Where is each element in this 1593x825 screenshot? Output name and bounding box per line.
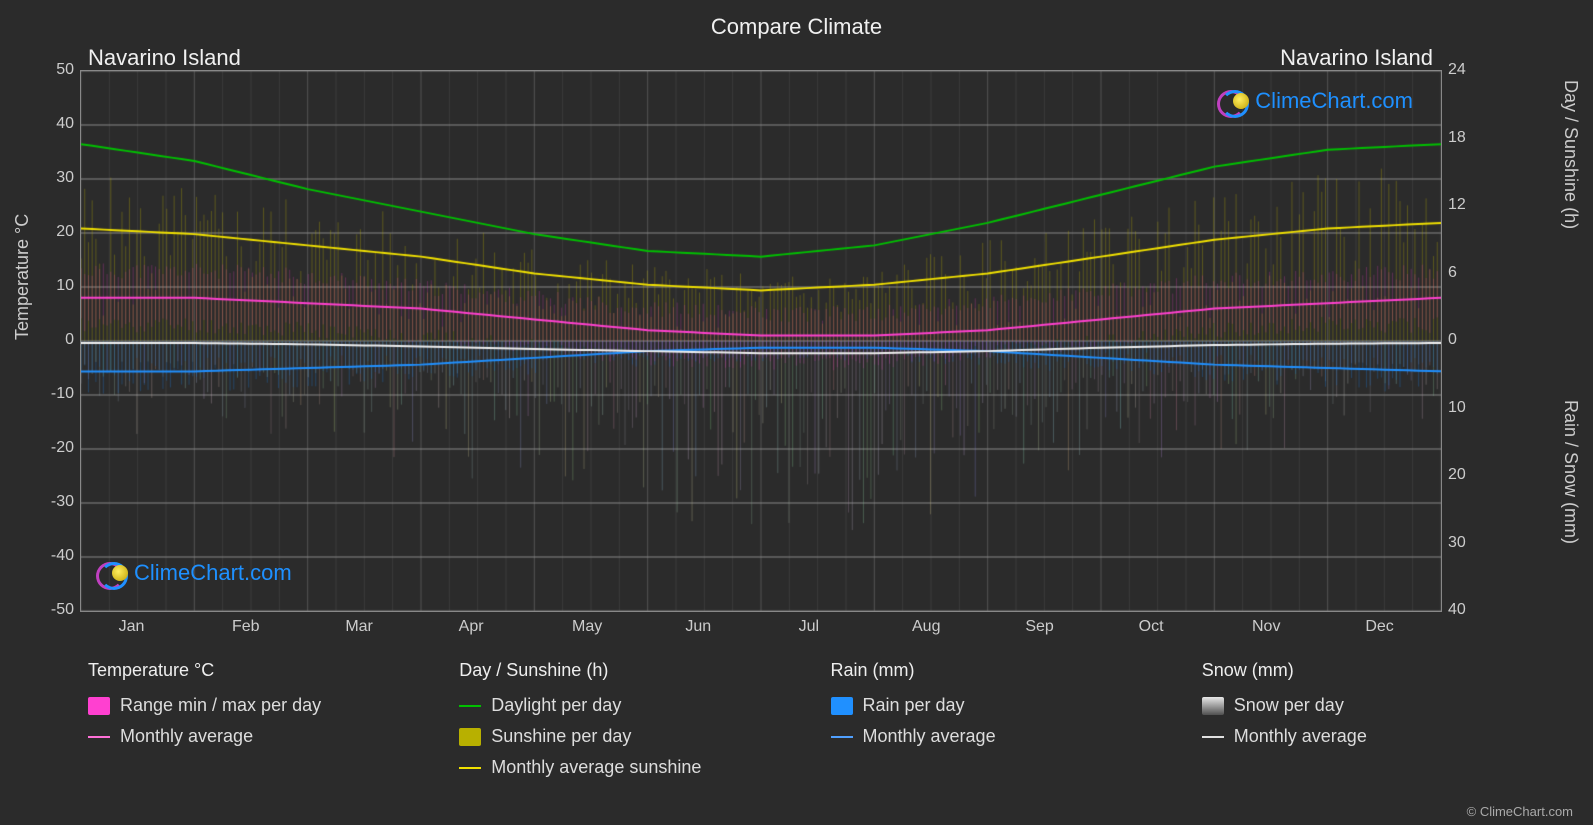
legend-item: Daylight per day — [459, 695, 790, 716]
chart-title: Compare Climate — [0, 14, 1593, 40]
legend-column: Temperature °C Range min / max per day Mon… — [88, 660, 419, 778]
legend-title: Temperature °C — [88, 660, 419, 681]
y-tick-right-top: 6 — [1448, 264, 1457, 282]
plot-area — [80, 70, 1442, 612]
legend-swatch — [831, 736, 853, 738]
legend-swatch — [459, 767, 481, 769]
y-tick-left: 20 — [34, 223, 74, 241]
legend-swatch — [88, 697, 110, 715]
location-right-label: Navarino Island — [1280, 45, 1433, 71]
legend-title: Rain (mm) — [831, 660, 1162, 681]
y-tick-right-bottom: 10 — [1448, 399, 1466, 417]
legend-label: Snow per day — [1234, 695, 1344, 716]
legend-item: Range min / max per day — [88, 695, 419, 716]
y-tick-left: -40 — [34, 547, 74, 565]
legend-item: Rain per day — [831, 695, 1162, 716]
legend-label: Monthly average sunshine — [491, 757, 701, 778]
legend-label: Monthly average — [1234, 726, 1367, 747]
legend: Temperature °C Range min / max per day Mon… — [88, 660, 1533, 778]
y-axis-right-bottom-label: Rain / Snow (mm) — [1560, 400, 1581, 544]
legend-item: Monthly average — [831, 726, 1162, 747]
legend-item: Sunshine per day — [459, 726, 790, 747]
legend-item: Snow per day — [1202, 695, 1533, 716]
y-tick-right-top: 12 — [1448, 196, 1466, 214]
legend-item: Monthly average sunshine — [459, 757, 790, 778]
legend-swatch — [88, 736, 110, 738]
y-tick-right-top: 24 — [1448, 61, 1466, 79]
chart-container: Compare Climate Navarino Island Navarino… — [0, 0, 1593, 825]
y-tick-right-bottom: 40 — [1448, 601, 1466, 619]
climechart-logo-icon — [96, 561, 128, 585]
legend-column: Snow (mm) Snow per day Monthly average — [1202, 660, 1533, 778]
x-tick-month: Dec — [1365, 618, 1393, 636]
y-tick-right-top: 0 — [1448, 331, 1457, 349]
legend-column: Day / Sunshine (h) Daylight per day Sunshi… — [459, 660, 790, 778]
legend-swatch — [831, 697, 853, 715]
legend-label: Monthly average — [120, 726, 253, 747]
x-tick-month: Sep — [1025, 618, 1053, 636]
climechart-logo-icon — [1217, 89, 1249, 113]
legend-title: Snow (mm) — [1202, 660, 1533, 681]
y-tick-left: 10 — [34, 277, 74, 295]
y-tick-left: -50 — [34, 601, 74, 619]
legend-swatch — [1202, 736, 1224, 738]
y-tick-left: 40 — [34, 115, 74, 133]
legend-label: Sunshine per day — [491, 726, 631, 747]
x-tick-month: Jul — [799, 618, 819, 636]
legend-swatch — [459, 728, 481, 746]
x-tick-month: Nov — [1252, 618, 1280, 636]
x-tick-month: Oct — [1139, 618, 1164, 636]
legend-label: Monthly average — [863, 726, 996, 747]
x-tick-month: Jan — [119, 618, 145, 636]
y-tick-left: -30 — [34, 493, 74, 511]
copyright-text: © ClimeChart.com — [1467, 804, 1573, 819]
watermark-top: ClimeChart.com — [1217, 88, 1413, 114]
y-tick-left: 50 — [34, 61, 74, 79]
y-tick-left: -20 — [34, 439, 74, 457]
y-axis-left-label: Temperature °C — [12, 214, 33, 340]
watermark-text: ClimeChart.com — [1255, 88, 1413, 114]
location-left-label: Navarino Island — [88, 45, 241, 71]
plot-canvas — [81, 71, 1441, 611]
x-tick-month: Feb — [232, 618, 260, 636]
x-tick-month: Mar — [345, 618, 373, 636]
legend-column: Rain (mm) Rain per day Monthly average — [831, 660, 1162, 778]
legend-swatch — [459, 705, 481, 707]
x-tick-month: Aug — [912, 618, 940, 636]
legend-title: Day / Sunshine (h) — [459, 660, 790, 681]
watermark-text: ClimeChart.com — [134, 560, 292, 586]
y-tick-left: -10 — [34, 385, 74, 403]
legend-item: Monthly average — [1202, 726, 1533, 747]
legend-swatch — [1202, 697, 1224, 715]
x-tick-month: May — [572, 618, 602, 636]
x-tick-month: Jun — [685, 618, 711, 636]
y-tick-right-top: 18 — [1448, 129, 1466, 147]
x-tick-month: Apr — [459, 618, 484, 636]
y-tick-right-bottom: 20 — [1448, 466, 1466, 484]
legend-item: Monthly average — [88, 726, 419, 747]
watermark-bottom: ClimeChart.com — [96, 560, 292, 586]
y-tick-left: 0 — [34, 331, 74, 349]
legend-label: Range min / max per day — [120, 695, 321, 716]
legend-label: Daylight per day — [491, 695, 621, 716]
y-axis-right-top-label: Day / Sunshine (h) — [1560, 80, 1581, 229]
y-tick-right-bottom: 30 — [1448, 534, 1466, 552]
y-tick-left: 30 — [34, 169, 74, 187]
legend-label: Rain per day — [863, 695, 965, 716]
